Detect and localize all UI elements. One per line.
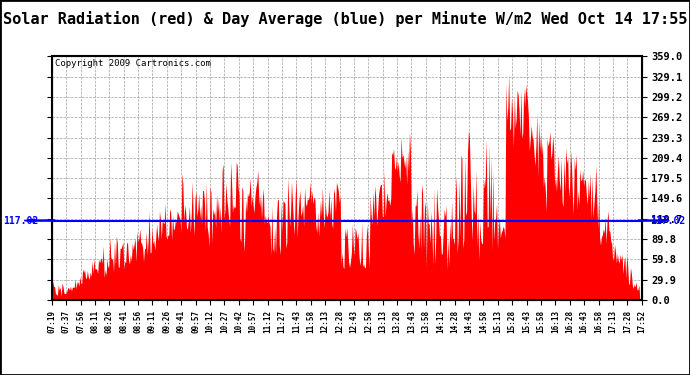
Text: Copyright 2009 Cartronics.com: Copyright 2009 Cartronics.com — [55, 58, 210, 68]
Text: Solar Radiation (red) & Day Average (blue) per Minute W/m2 Wed Oct 14 17:55: Solar Radiation (red) & Day Average (blu… — [3, 11, 687, 27]
Text: 117.02: 117.02 — [3, 216, 39, 225]
Text: 117.02: 117.02 — [650, 216, 685, 225]
